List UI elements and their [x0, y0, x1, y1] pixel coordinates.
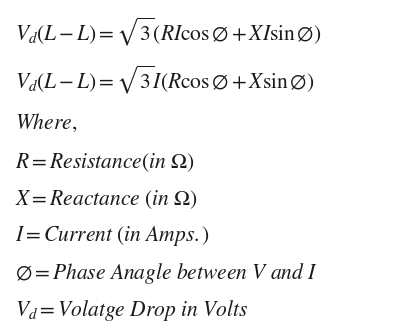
Text: $Where,$: $Where,$ [15, 112, 77, 134]
Text: $I = Current\ (in\ Amps.)$: $I = Current\ (in\ Amps.)$ [15, 224, 210, 248]
Text: $X = Reactance\ (in\ \Omega)$: $X = Reactance\ (in\ \Omega)$ [15, 188, 197, 211]
Text: $V_d(L-L) = \sqrt{3}(RI\cos\emptyset + XI\sin\emptyset)$: $V_d(L-L) = \sqrt{3}(RI\cos\emptyset + X… [15, 15, 321, 48]
Text: $\emptyset = Phase\ Anagle\ between\ V\ and\ I$: $\emptyset = Phase\ Anagle\ between\ V\ … [15, 261, 318, 286]
Text: $V_d(L-L) = \sqrt{3}I(R\cos\emptyset + X\sin\emptyset)$: $V_d(L-L) = \sqrt{3}I(R\cos\emptyset + X… [15, 63, 314, 96]
Text: $V_d = Volatge\ Drop\ in\ Volts$: $V_d = Volatge\ Drop\ in\ Volts$ [15, 297, 248, 322]
Text: $R = Resistance(in\ \Omega)$: $R = Resistance(in\ \Omega)$ [15, 152, 194, 174]
